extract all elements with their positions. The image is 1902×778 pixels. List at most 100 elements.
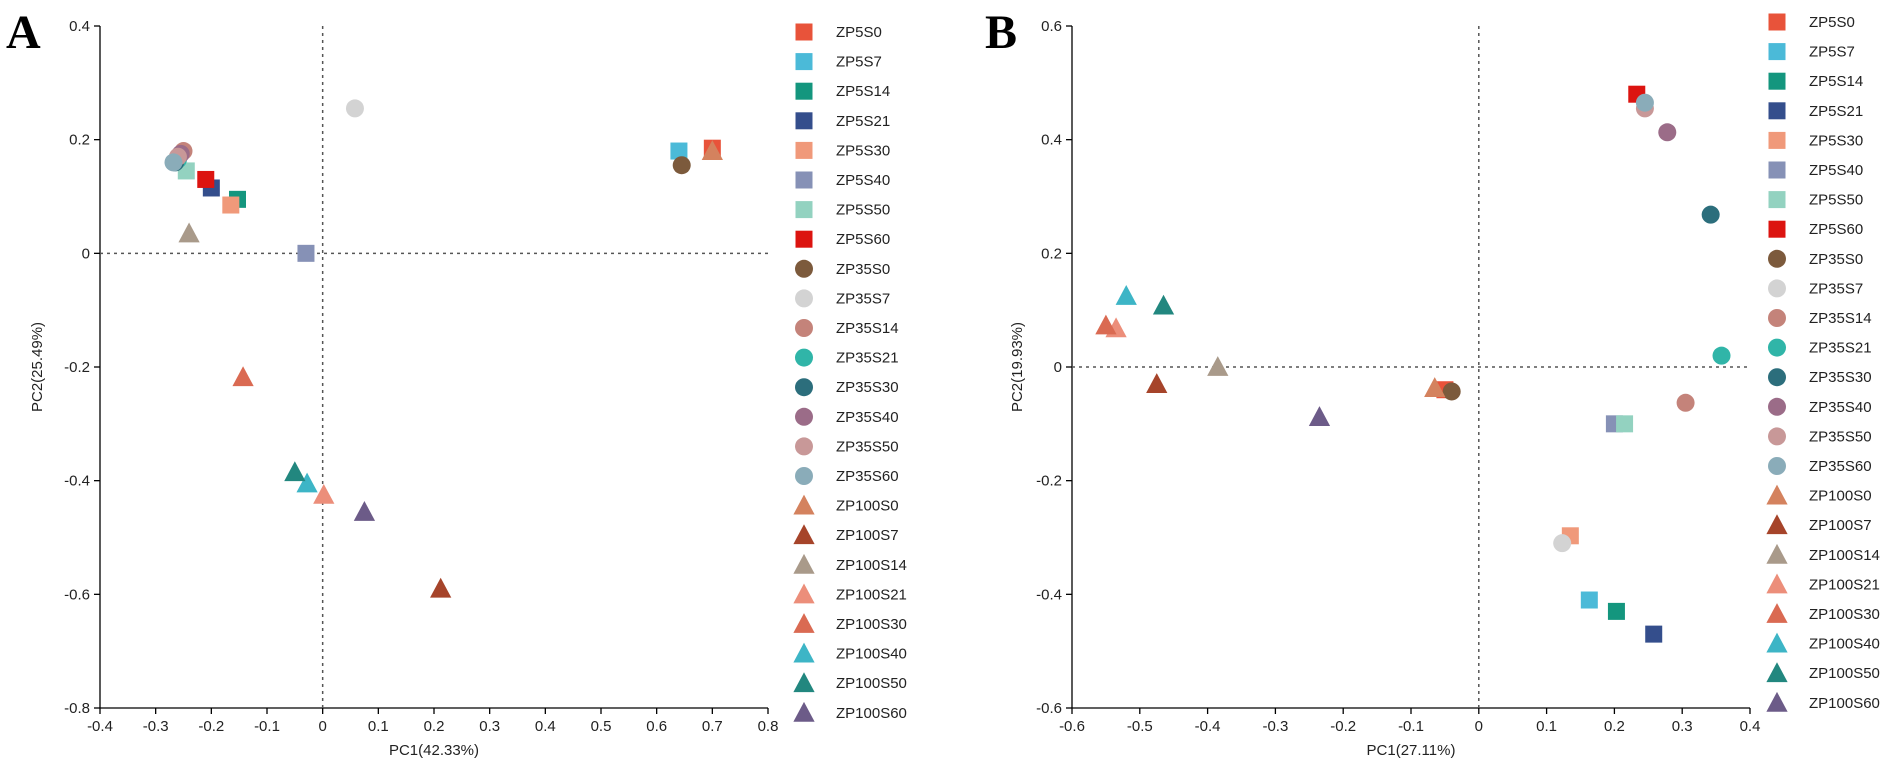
x-tick-label: -0.1 (1398, 718, 1424, 735)
legend-marker-ZP5S60 (1768, 220, 1786, 238)
legend-label: ZP100S50 (836, 675, 907, 692)
x-axis-title: PC1(27.11%) (1367, 742, 1456, 759)
y-tick-label: -0.2 (64, 359, 90, 376)
legend-label: ZP5S0 (836, 24, 882, 41)
point-ZP100S14 (178, 222, 200, 243)
legend-label: ZP100S40 (1809, 636, 1880, 653)
panel-letter-B: B (985, 6, 1017, 59)
y-tick-label: -0.6 (1036, 700, 1062, 717)
y-tick-label: 0.2 (1041, 245, 1062, 262)
legend-label: ZP5S21 (836, 113, 890, 130)
legend-marker-ZP100S7 (1766, 514, 1788, 535)
x-tick-label: -0.4 (87, 718, 113, 735)
x-tick-label: 0.4 (1740, 718, 1761, 735)
point-ZP5S7 (1580, 591, 1598, 609)
legend-label: ZP5S21 (1809, 103, 1863, 120)
x-tick-label: -0.3 (1262, 718, 1288, 735)
y-tick-label: 0.4 (1041, 132, 1062, 149)
panel-B: B -0.6 -0.5 -0.4 -0.3 -0.2 -0.1 0 0.1 0.2 0.3 0.4 -0… (985, 6, 1880, 759)
legend-marker-ZP35S14 (795, 319, 813, 337)
x-tick-label: -0.1 (254, 718, 280, 735)
point-ZP100S30 (1095, 314, 1117, 335)
legend-marker-ZP100S30 (1766, 603, 1788, 623)
legend-label: ZP100S30 (1809, 606, 1880, 623)
legend-label: ZP100S40 (836, 646, 907, 663)
legend-marker-ZP5S40 (795, 171, 813, 189)
legend-marker-ZP5S30 (795, 141, 813, 159)
legend: ZP5S0 ZP5S7 ZP5S14 ZP5S21 ZP5S30 ZP5S40 ZP5S50… (793, 23, 907, 722)
legend-marker-ZP5S0 (1768, 13, 1786, 31)
legend-marker-ZP100S0 (793, 494, 815, 515)
legend-marker-ZP100S14 (1766, 543, 1788, 564)
legend-label: ZP35S0 (1809, 251, 1863, 268)
x-tick-label: 0.4 (535, 718, 556, 735)
legend-marker-ZP5S14 (1768, 72, 1786, 90)
panel-A: A -0.4 -0.3 -0.2 -0.1 0 0.1 0.2 0.3 0.4 0.5 0.6 0.7 0… (6, 6, 907, 759)
x-tick-label: -0.3 (143, 718, 169, 735)
legend-label: ZP35S14 (1809, 310, 1872, 327)
legend-label: ZP35S40 (836, 409, 899, 426)
y-tick-label: 0 (82, 245, 90, 262)
y-tick-label: -0.4 (64, 473, 90, 490)
legend: ZP5S0 ZP5S7 ZP5S14 ZP5S21 ZP5S30 ZP5S40 ZP5S50… (1766, 13, 1880, 712)
point-ZP5S7 (670, 142, 688, 160)
point-ZP35S21 (1712, 346, 1731, 365)
y-tick-label: -0.8 (64, 700, 90, 717)
legend-label: ZP5S30 (836, 142, 890, 159)
legend-label: ZP100S60 (1809, 695, 1880, 712)
legend-marker-ZP5S50 (795, 201, 813, 219)
legend-label: ZP5S14 (836, 83, 890, 100)
legend-label: ZP100S50 (1809, 665, 1880, 682)
x-tick-label: 0.6 (646, 718, 667, 735)
point-ZP35S40 (1658, 123, 1677, 142)
x-tick-label: -0.4 (1195, 718, 1221, 735)
legend-label: ZP35S21 (1809, 340, 1872, 357)
point-ZP100S7 (430, 577, 452, 598)
point-ZP100S0 (1424, 377, 1446, 397)
legend-marker-ZP35S7 (795, 289, 813, 308)
point-ZP100S40 (296, 472, 318, 493)
point-ZP100S14 (1207, 356, 1229, 376)
legend-label: ZP35S60 (1809, 458, 1872, 475)
legend-marker-ZP5S21 (795, 112, 813, 130)
point-ZP5S60 (197, 170, 215, 188)
y-tick-label: -0.4 (1036, 586, 1062, 603)
x-tick-label: 0.1 (1536, 718, 1557, 735)
legend-label: ZP35S0 (836, 261, 890, 278)
x-tick-label: 0.3 (479, 718, 500, 735)
legend-marker-ZP100S21 (1766, 573, 1788, 594)
point-ZP35S14 (1676, 393, 1695, 412)
point-ZP100S60 (353, 501, 376, 521)
point-ZP100S50 (284, 461, 306, 482)
legend-label: ZP35S7 (836, 290, 890, 307)
point-ZP35S60 (164, 153, 183, 172)
legend-label: ZP5S50 (836, 202, 890, 219)
point-ZP100S21 (313, 483, 335, 504)
legend-label: ZP5S40 (1809, 162, 1863, 179)
legend-marker-ZP5S14 (795, 82, 813, 100)
y-tick-label: -0.6 (64, 586, 90, 603)
legend-marker-ZP5S0 (795, 23, 813, 41)
legend-label: ZP100S30 (836, 616, 907, 633)
point-ZP35S30 (1701, 205, 1720, 224)
legend-marker-ZP5S30 (1768, 131, 1786, 149)
legend-marker-ZP100S14 (793, 553, 815, 574)
legend-marker-ZP35S60 (795, 467, 813, 485)
legend-label: ZP35S50 (836, 438, 899, 455)
legend-label: ZP35S30 (836, 379, 899, 396)
legend-label: ZP5S50 (1809, 192, 1863, 209)
legend-label: ZP5S60 (836, 231, 890, 248)
legend-label: ZP35S21 (836, 350, 899, 367)
legend-label: ZP5S7 (1809, 44, 1855, 61)
y-axis-title: PC2(25.49%) (29, 322, 46, 412)
point-ZP100S60 (1308, 406, 1331, 426)
legend-marker-ZP100S7 (793, 524, 815, 545)
x-tick-label: 0.8 (758, 718, 779, 735)
legend-marker-ZP35S50 (795, 437, 813, 456)
x-tick-label: 0.2 (1604, 718, 1625, 735)
legend-marker-ZP5S21 (1768, 102, 1786, 120)
legend-label: ZP35S14 (836, 320, 899, 337)
legend-label: ZP100S14 (1809, 547, 1880, 564)
